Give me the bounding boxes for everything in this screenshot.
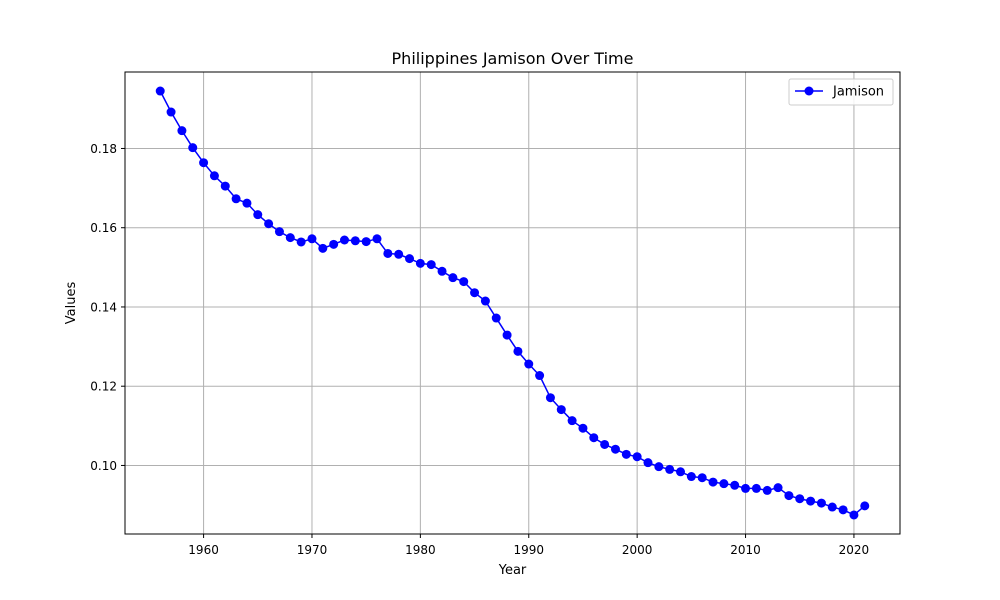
data-point bbox=[751, 483, 761, 493]
data-point bbox=[350, 236, 360, 246]
data-point bbox=[730, 480, 740, 490]
data-point bbox=[686, 472, 696, 482]
data-point bbox=[166, 107, 176, 117]
data-point bbox=[654, 462, 664, 472]
plot-background bbox=[125, 72, 900, 534]
y-tick-label: 0.10 bbox=[90, 459, 117, 473]
data-point bbox=[220, 181, 230, 191]
grid bbox=[125, 72, 900, 534]
data-point bbox=[838, 505, 848, 515]
data-point bbox=[665, 464, 675, 474]
data-point bbox=[816, 498, 826, 508]
data-point bbox=[209, 171, 219, 181]
x-tick-label: 1970 bbox=[297, 543, 328, 557]
data-point bbox=[545, 393, 555, 403]
data-point bbox=[610, 444, 620, 454]
data-point bbox=[589, 433, 599, 443]
data-point bbox=[741, 483, 751, 493]
data-point bbox=[470, 288, 480, 298]
data-point bbox=[253, 210, 263, 220]
data-point bbox=[621, 449, 631, 459]
x-tick-label: 1990 bbox=[513, 543, 544, 557]
legend-marker bbox=[804, 86, 814, 96]
data-point bbox=[459, 277, 469, 287]
legend: Jamison bbox=[788, 78, 894, 106]
x-tick-label: 1980 bbox=[405, 543, 436, 557]
data-point bbox=[339, 235, 349, 245]
data-point bbox=[415, 258, 425, 268]
data-point bbox=[600, 439, 610, 449]
data-point bbox=[524, 359, 534, 369]
data-point bbox=[676, 467, 686, 477]
legend-box bbox=[788, 78, 894, 106]
data-point bbox=[296, 237, 306, 247]
x-tick-label: 1960 bbox=[188, 543, 219, 557]
data-point bbox=[448, 273, 458, 283]
data-point bbox=[795, 494, 805, 504]
data-point bbox=[199, 158, 209, 168]
data-point bbox=[426, 260, 436, 270]
y-tick-label: 0.12 bbox=[90, 380, 117, 394]
data-point bbox=[762, 485, 772, 495]
legend-label-jamison: Jamison bbox=[832, 85, 884, 100]
data-point bbox=[567, 416, 577, 426]
data-point bbox=[329, 239, 339, 249]
data-point bbox=[155, 86, 165, 96]
x-tick-label: 2000 bbox=[622, 543, 653, 557]
x-tick-label: 2020 bbox=[839, 543, 870, 557]
data-point bbox=[188, 143, 198, 153]
data-point bbox=[535, 371, 545, 381]
data-point bbox=[556, 405, 566, 415]
data-point bbox=[177, 126, 187, 136]
data-point bbox=[513, 346, 523, 356]
data-point bbox=[361, 237, 371, 247]
data-point bbox=[860, 501, 870, 511]
data-point bbox=[773, 483, 783, 493]
data-point bbox=[480, 296, 490, 306]
data-point bbox=[437, 266, 447, 276]
data-point bbox=[285, 233, 295, 243]
data-point bbox=[383, 248, 393, 258]
data-point bbox=[708, 477, 718, 487]
data-point bbox=[849, 510, 859, 520]
data-point bbox=[274, 227, 284, 237]
y-axis-ticks: 0.10 0.12 0.14 0.16 0.18 bbox=[90, 142, 125, 473]
data-point bbox=[394, 249, 404, 259]
data-point bbox=[372, 234, 382, 244]
data-point bbox=[307, 234, 317, 244]
data-point bbox=[502, 330, 512, 340]
series-jamison bbox=[155, 86, 870, 520]
x-axis-ticks: 1960 1970 1980 1990 2000 2010 2020 bbox=[188, 534, 869, 557]
chart-title: Philippines Jamison Over Time bbox=[392, 49, 634, 68]
y-axis-label: Values bbox=[64, 282, 79, 325]
data-point bbox=[578, 423, 588, 433]
data-point bbox=[697, 473, 707, 483]
data-point bbox=[806, 496, 816, 506]
y-tick-label: 0.16 bbox=[90, 221, 117, 235]
data-point bbox=[784, 491, 794, 501]
data-point bbox=[632, 452, 642, 462]
data-point bbox=[405, 254, 415, 264]
data-point bbox=[827, 502, 837, 512]
axes-frame bbox=[124, 71, 901, 535]
data-point bbox=[643, 458, 653, 468]
x-tick-label: 2010 bbox=[730, 543, 761, 557]
data-point bbox=[491, 313, 501, 323]
data-point bbox=[719, 479, 729, 489]
data-point bbox=[264, 219, 274, 229]
plot-area: 1960 1970 1980 1990 2000 2010 2020 0.100.120.1… bbox=[90, 71, 901, 557]
data-point bbox=[242, 198, 252, 208]
x-axis-label: Year bbox=[498, 563, 527, 578]
y-tick-label: 0.18 bbox=[90, 142, 117, 156]
y-tick-label: 0.14 bbox=[90, 300, 117, 314]
data-point bbox=[318, 243, 328, 253]
data-point bbox=[231, 194, 241, 204]
